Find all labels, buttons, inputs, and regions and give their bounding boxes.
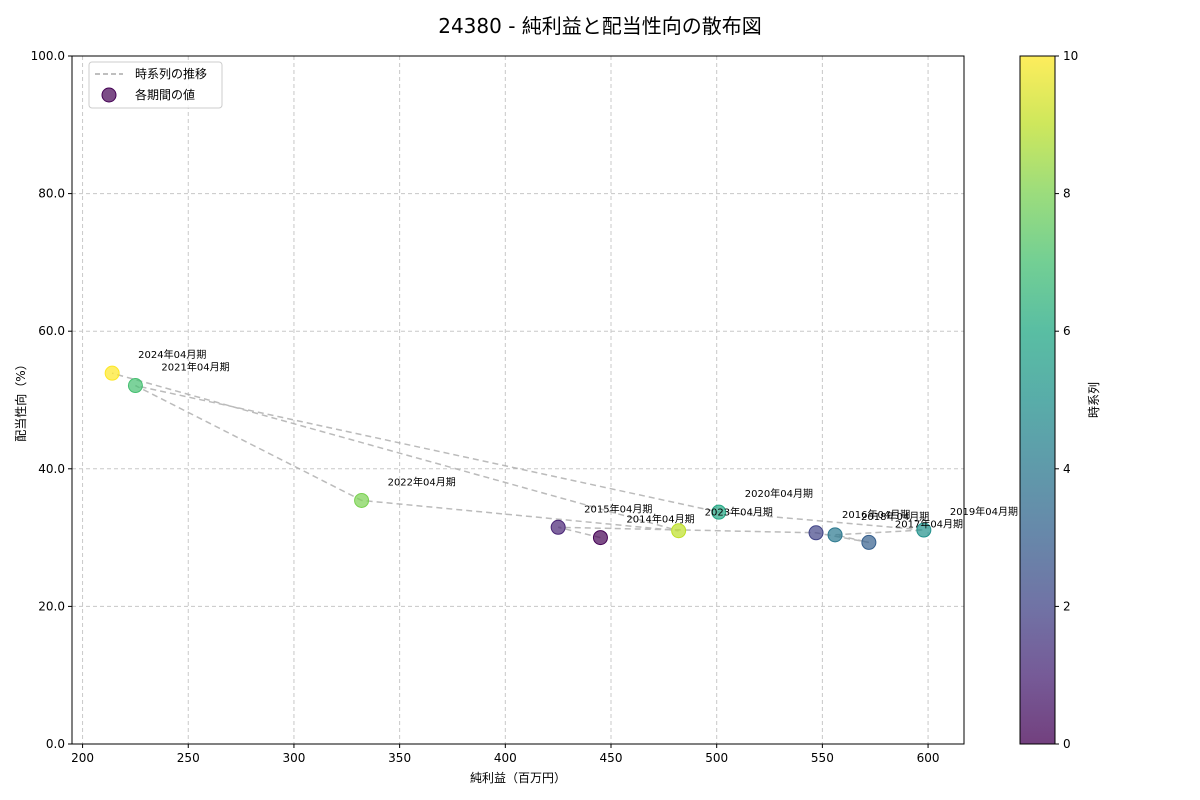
data-point xyxy=(827,527,843,543)
point-annotation: 2015年04月期 xyxy=(584,502,652,515)
data-point xyxy=(711,504,727,520)
point-annotation: 2016年04月期 xyxy=(842,508,910,521)
y-axis-label: 配当性向（%） xyxy=(13,358,28,441)
x-tick-label: 300 xyxy=(282,751,305,765)
x-tick-label: 400 xyxy=(494,751,517,765)
data-point xyxy=(671,523,687,539)
points-layer xyxy=(104,365,932,550)
colorbar-tick-label: 0 xyxy=(1063,737,1071,751)
x-tick-label: 200 xyxy=(71,751,94,765)
x-tick-label: 500 xyxy=(705,751,728,765)
colorbar: 0 2 4 6 8 10 時系列 xyxy=(1019,49,1101,751)
x-tick-label: 350 xyxy=(388,751,411,765)
data-point xyxy=(354,492,370,508)
point-annotation: 2019年04月期 xyxy=(950,505,1018,518)
x-tick-label: 250 xyxy=(177,751,200,765)
legend-scatter-label: 各期間の値 xyxy=(135,87,195,102)
point-annotation: 2024年04月期 xyxy=(138,348,206,361)
trend-line-layer xyxy=(111,372,924,544)
colorbar-tick-label: 10 xyxy=(1063,49,1078,63)
y-tick-label: 20.0 xyxy=(38,599,65,613)
y-tick-label: 0.0 xyxy=(46,737,65,751)
data-point xyxy=(808,525,824,541)
data-point xyxy=(916,522,932,538)
trend-line xyxy=(111,372,924,544)
colorbar-tick-label: 2 xyxy=(1063,599,1071,613)
y-tick-label: 80.0 xyxy=(38,187,65,201)
colorbar-ticks: 0 2 4 6 8 10 xyxy=(1055,49,1078,751)
colorbar-frame xyxy=(1019,55,1056,745)
colorbar-label: 時系列 xyxy=(1087,382,1101,418)
point-annotation: 2021年04月期 xyxy=(161,361,229,374)
y-tick-label: 40.0 xyxy=(38,462,65,476)
data-point xyxy=(550,519,566,535)
x-tick-label: 600 xyxy=(917,751,940,765)
colorbar-tick-label: 4 xyxy=(1063,462,1071,476)
colorbar-tick-label: 6 xyxy=(1063,324,1071,338)
point-annotation: 2022年04月期 xyxy=(388,475,456,488)
y-axis-ticks: 0.0 20.0 40.0 60.0 80.0 100.0 xyxy=(31,49,72,751)
legend-scatter-swatch xyxy=(101,87,117,103)
x-axis-label: 純利益（百万円） xyxy=(470,771,566,785)
colorbar-gradient xyxy=(1020,56,1055,744)
data-point xyxy=(104,365,120,381)
x-tick-label: 450 xyxy=(600,751,623,765)
point-annotation: 2020年04月期 xyxy=(745,487,813,500)
legend: 時系列の推移 各期間の値 xyxy=(88,61,223,109)
y-tick-label: 60.0 xyxy=(38,324,65,338)
chart-title: 24380 - 純利益と配当性向の散布図 xyxy=(438,14,762,38)
x-tick-label: 550 xyxy=(811,751,834,765)
plot-frame xyxy=(71,55,965,745)
x-axis-ticks: 200 250 300 350 400 450 500 550 600 xyxy=(71,744,940,765)
colorbar-tick-label: 8 xyxy=(1063,187,1071,201)
data-point xyxy=(127,378,143,394)
data-point xyxy=(592,530,608,546)
point-annotation: 2023年04月期 xyxy=(705,506,773,519)
y-tick-label: 100.0 xyxy=(31,49,65,63)
data-point xyxy=(861,534,877,550)
point-annotation: 2018年04月期 xyxy=(861,510,929,523)
point-annotation: 2017年04月期 xyxy=(895,517,963,530)
legend-line-label: 時系列の推移 xyxy=(135,67,207,81)
point-annotation: 2014年04月期 xyxy=(626,513,694,526)
